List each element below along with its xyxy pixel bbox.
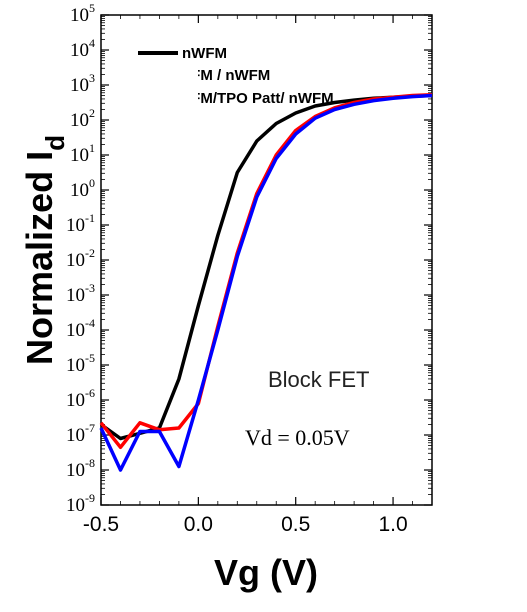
annotation-vd: Vd = 0.05V <box>245 425 350 450</box>
y-tick-label: 104 <box>70 36 95 61</box>
annotation-block-fet: Block FET <box>268 367 369 392</box>
y-tick-label: 105 <box>70 1 95 26</box>
legend-label-nwfm: nWFM <box>182 45 227 62</box>
y-tick-label: 10-7 <box>66 421 95 446</box>
x-tick-label: 0.0 <box>184 513 213 536</box>
y-tick-label: 10-3 <box>66 281 95 306</box>
y-axis-title: Normalized Id <box>19 135 70 365</box>
y-tick-label: 10-9 <box>66 491 95 516</box>
legend: nWFM TFM / nWFM TFM/TPO Patt/ nWFM <box>130 45 334 112</box>
x-tick-label: 0.5 <box>281 513 310 536</box>
series-lines <box>99 93 433 472</box>
y-tick-label: 10-2 <box>66 246 95 271</box>
y-axis-ticks: 10-9 10-8 10-7 10-6 10-5 10-4 10-3 10-2 10-1 100 1… <box>66 1 432 516</box>
y-tick-label: 103 <box>70 71 95 96</box>
legend-mask <box>130 64 198 112</box>
y-tick-label: 10-6 <box>66 386 95 411</box>
y-tick-label: 10-5 <box>66 351 95 376</box>
y-tick-label: 101 <box>70 141 95 166</box>
series-line-2 <box>99 93 433 472</box>
legend-label-tfm-tpo-nwfm: TFM/TPO Patt/ nWFM <box>182 90 334 107</box>
svg-text:Normalized Id: Normalized Id <box>19 135 70 365</box>
x-tick-label: -0.5 <box>83 513 119 536</box>
x-axis-title: Vg (V) <box>214 552 318 593</box>
x-tick-label: 1.0 <box>378 513 407 536</box>
y-tick-label: 10-1 <box>66 211 95 236</box>
y-axis-title-main: Normalized I <box>19 151 60 365</box>
y-tick-label: 100 <box>70 176 95 201</box>
y-tick-label: 10-8 <box>66 456 95 481</box>
y-tick-label: 102 <box>70 106 95 131</box>
legend-label-tfm-nwfm: TFM / nWFM <box>182 67 270 84</box>
series-line-0 <box>99 93 433 441</box>
y-axis-title-subscript: d <box>40 135 70 151</box>
series-line-1 <box>99 93 433 450</box>
x-axis-ticks: -0.5 0.0 0.5 1.0 <box>83 15 433 536</box>
y-tick-label: 10-4 <box>66 316 95 341</box>
